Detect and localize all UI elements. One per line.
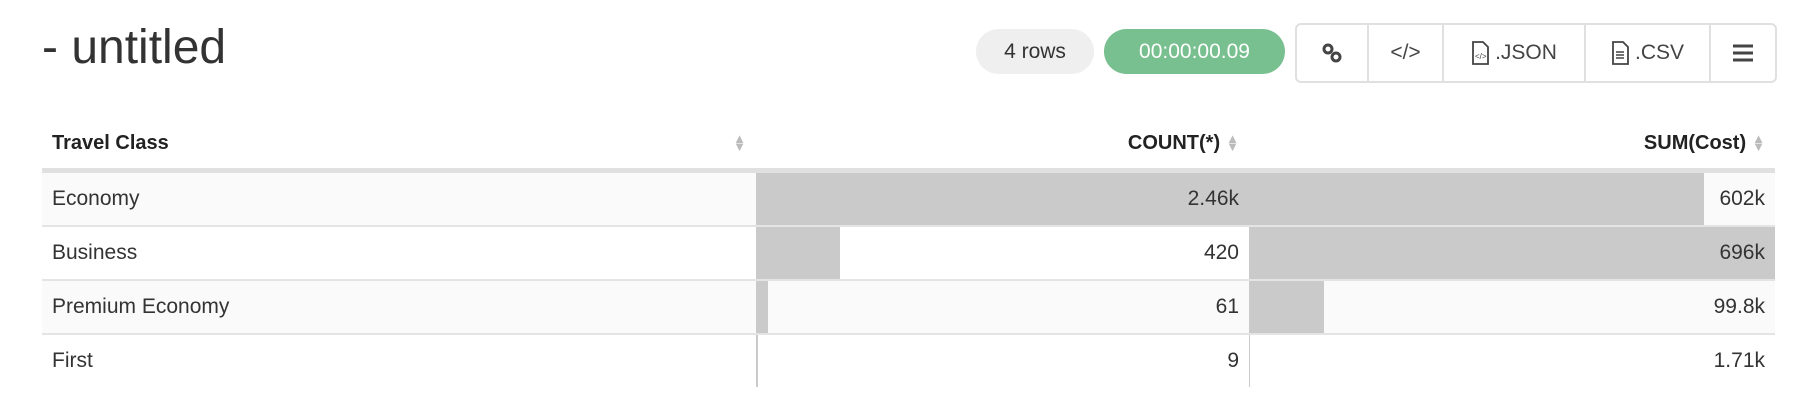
sort-icon[interactable]: ▲ ▼ xyxy=(1752,131,1765,155)
menu-button[interactable] xyxy=(1711,25,1775,81)
count-bar xyxy=(756,173,1249,225)
travel-class-text: Economy xyxy=(52,187,140,210)
sum-bar xyxy=(1249,227,1775,279)
cell-sum-cost: 1.71k xyxy=(1249,334,1775,387)
column-header-count[interactable]: COUNT(*) ▲ ▼ xyxy=(756,118,1249,173)
csv-file-icon xyxy=(1612,41,1629,65)
cell-sum-cost: 99.8k xyxy=(1249,280,1775,335)
count-value: 420 xyxy=(1203,241,1239,264)
results-table: Travel Class ▲ ▼ COUNT(*) ▲ ▼ SUM(Cost) ▲ ▼ Ec… xyxy=(42,118,1775,387)
column-header-sum-cost[interactable]: SUM(Cost) ▲ ▼ xyxy=(1249,118,1775,173)
table-row: Premium Economy 61 99.8k xyxy=(42,280,1775,335)
count-value: 61 xyxy=(1215,295,1239,318)
download-json-button[interactable]: </> .JSON xyxy=(1444,25,1586,81)
cell-sum-cost: 696k xyxy=(1249,226,1775,281)
cell-count: 420 xyxy=(756,226,1249,281)
count-bar xyxy=(756,281,769,333)
header-label: COUNT(*) xyxy=(1127,131,1221,154)
count-value: 2.46k xyxy=(1187,187,1239,210)
link-icon xyxy=(1322,43,1342,63)
travel-class-text: First xyxy=(52,349,93,372)
cell-count: 2.46k xyxy=(756,170,1249,227)
cell-travel-class: Business xyxy=(42,226,756,281)
cell-travel-class: First xyxy=(42,334,756,387)
sum-bar xyxy=(1249,281,1325,333)
table-row: Business 420 696k xyxy=(42,226,1775,281)
sum-value: 1.71k xyxy=(1713,349,1765,372)
cell-sum-cost: 602k xyxy=(1249,170,1775,227)
cell-count: 61 xyxy=(756,280,1249,335)
elapsed-time-badge: 00:00:00.09 xyxy=(1104,29,1285,74)
count-bar xyxy=(756,335,758,387)
sum-value: 696k xyxy=(1719,241,1765,264)
sum-bar xyxy=(1249,173,1704,225)
cell-count: 9 xyxy=(756,334,1249,387)
json-file-icon: </> xyxy=(1472,41,1489,65)
toolbar: </> </> .JSON .CSV xyxy=(1295,23,1777,83)
copy-link-button[interactable] xyxy=(1297,25,1369,81)
travel-class-text: Business xyxy=(52,241,138,264)
table-row: First 9 1.71k xyxy=(42,334,1775,387)
header-label: Travel Class xyxy=(52,131,169,154)
json-label: .JSON xyxy=(1495,41,1557,64)
table-row: Economy 2.46k 602k xyxy=(42,170,1775,227)
row-count-badge: 4 rows xyxy=(976,29,1094,74)
sum-value: 99.8k xyxy=(1713,295,1765,318)
count-bar xyxy=(756,227,841,279)
csv-label: .CSV xyxy=(1634,41,1684,64)
sum-value: 602k xyxy=(1719,187,1765,210)
sort-icon[interactable]: ▲ ▼ xyxy=(733,131,746,154)
code-icon: </> xyxy=(1390,41,1421,64)
download-csv-button[interactable]: .CSV xyxy=(1586,25,1711,81)
embed-code-button[interactable]: </> xyxy=(1369,25,1444,81)
column-header-travel-class[interactable]: Travel Class ▲ ▼ xyxy=(42,118,756,173)
travel-class-text: Premium Economy xyxy=(52,295,230,318)
cell-travel-class: Premium Economy xyxy=(42,280,756,335)
count-value: 9 xyxy=(1227,349,1239,372)
header-label: SUM(Cost) xyxy=(1643,131,1747,154)
sort-icon[interactable]: ▲ ▼ xyxy=(1226,131,1239,155)
hamburger-icon xyxy=(1733,44,1753,62)
page-title: - untitled xyxy=(42,21,227,74)
svg-text:</>: </> xyxy=(1475,52,1487,61)
sum-bar xyxy=(1249,335,1251,387)
cell-travel-class: Economy xyxy=(42,170,756,227)
